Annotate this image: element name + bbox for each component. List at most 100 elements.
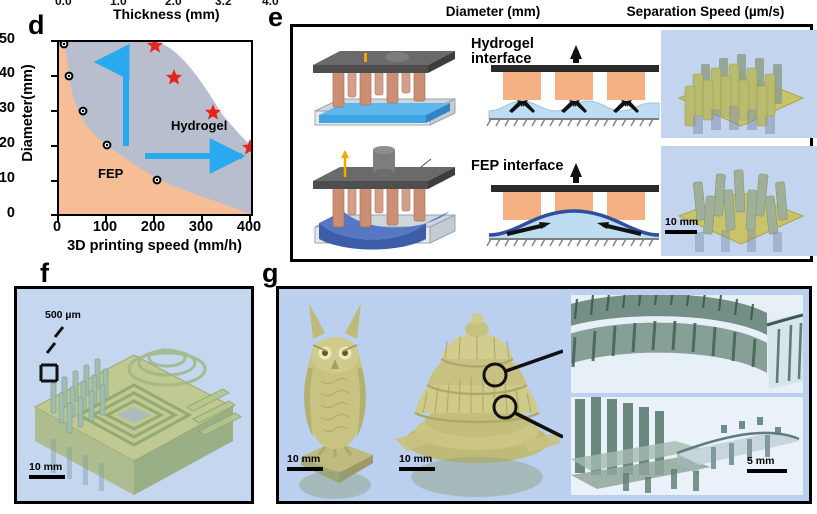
- scalebar-inset: 5 mm: [747, 455, 787, 473]
- inset-eave-closeup: 5 mm: [571, 397, 803, 495]
- photo-microlattice-chip: [17, 289, 251, 501]
- printer-schematic-fep: [313, 146, 456, 250]
- scalebar-label: 5 mm: [747, 455, 775, 467]
- scalebar-owl: 10 mm: [287, 453, 323, 471]
- panel-d-y-axis-label: Diameter(mm): [20, 64, 36, 162]
- callout-leader-upper: [505, 349, 563, 373]
- panel-d-plot-area: FEP Hydrogel: [57, 40, 253, 216]
- clipped-tick-0: 0.0: [55, 0, 72, 6]
- panel-e-row-fep: FEP interface: [293, 143, 817, 259]
- panel-e-header-diameter: Diameter (mm): [445, 4, 541, 19]
- clipped-tick-1: 1.0: [110, 0, 127, 6]
- y-tick-20: 20: [0, 135, 15, 151]
- interface-title-fep: FEP interface: [471, 158, 563, 174]
- panel-e: e Diameter (mm) Separation Speed (µm/s): [268, 0, 817, 268]
- converging-arrows-icon: [509, 100, 639, 113]
- y-tick-0: 0: [6, 205, 15, 221]
- scalebar-fep-photo: 10 mm: [665, 216, 698, 234]
- scalebar-bar: [747, 469, 787, 473]
- x-tickmark: [249, 216, 251, 222]
- panel-d-x-axis-label: 3D printing speed (mm/h): [67, 238, 242, 254]
- y-tick-10: 10: [0, 170, 15, 186]
- panel-e-frame: Hydrogel interface: [290, 24, 817, 262]
- y-tick-30: 30: [0, 100, 15, 116]
- x-tick-300: 300: [188, 219, 214, 235]
- scalebar-label: 10 mm: [29, 461, 63, 473]
- data-point-star: [242, 139, 251, 155]
- panel-d-letter: d: [28, 10, 45, 40]
- y-tickmark: [51, 145, 57, 147]
- panel-f: f: [0, 258, 268, 514]
- photo-hydrogel-pillar-array: [661, 30, 817, 138]
- data-point-star: [166, 69, 182, 85]
- panel-f-photo-frame: 500 µm 10 mm: [14, 286, 254, 504]
- photo-fep-pillar-array: 10 mm: [661, 146, 817, 256]
- series-fep-markers: [59, 42, 162, 185]
- x-tickmark: [105, 216, 107, 222]
- y-tickmark: [51, 110, 57, 112]
- x-tick-100: 100: [92, 219, 118, 235]
- scalebar-bar: [399, 467, 435, 471]
- callout-circle-lower-icon: [492, 394, 518, 420]
- series-fep-marker-dots: [62, 42, 159, 182]
- scalebar-bar: [29, 475, 65, 479]
- panel-g-photo-frame: 10 mm: [276, 286, 812, 504]
- callout-leader-lower: [514, 411, 563, 439]
- panel-g-insets: 5 mm: [563, 289, 809, 501]
- panel-d-top-title: Thickness (mm): [113, 6, 220, 22]
- data-point-star: [205, 104, 221, 120]
- clipped-tick-2: 2.0: [165, 0, 182, 6]
- interface-title-hydrogel-line2: interface: [471, 51, 532, 68]
- series-hydrogel-markers: [147, 42, 251, 155]
- interface-title-hydrogel: Hydrogel interface: [471, 36, 534, 68]
- feature-label-500um: 500 µm: [45, 309, 81, 321]
- x-tickmark: [153, 216, 155, 222]
- y-tickmark: [51, 214, 57, 216]
- y-tickmark: [51, 40, 57, 42]
- scalebar-bar: [287, 467, 323, 471]
- scalebar-panel-f: 10 mm: [29, 461, 65, 479]
- x-tickmark: [201, 216, 203, 222]
- arrow-up-icon: [341, 150, 349, 177]
- panel-g: g: [262, 258, 817, 514]
- clipped-tick-4: 4.0: [262, 0, 279, 6]
- phase-diagram-svg: [59, 42, 251, 214]
- clipped-upper-axis-labels: 0.0 1.0 2.0 3.2 4.0: [0, 0, 280, 6]
- panel-f-letter: f: [40, 258, 49, 288]
- y-tickmark: [51, 75, 57, 77]
- scalebar-temple: 10 mm: [399, 453, 435, 471]
- lateral-arrows-icon: [506, 222, 642, 236]
- y-tickmark: [51, 180, 57, 182]
- printer-schematic-hydrogel: [313, 51, 456, 126]
- scalebar-label: 10 mm: [287, 453, 321, 465]
- y-tick-40: 40: [0, 65, 15, 81]
- clipped-tick-3: 3.2: [215, 0, 232, 6]
- callout-circle-upper-icon: [482, 362, 508, 388]
- x-tick-200: 200: [140, 219, 166, 235]
- y-tick-50: 50: [0, 31, 15, 47]
- inset-dome-closeup: [571, 295, 803, 393]
- x-tick-400: 400: [236, 219, 262, 235]
- interface-schematic-fep: [486, 163, 660, 247]
- panel-g-letter: g: [262, 258, 279, 288]
- scalebar-bar: [665, 230, 697, 234]
- panel-e-letter: e: [268, 2, 284, 32]
- region-label-fep: FEP: [98, 166, 124, 181]
- data-point-star: [147, 42, 163, 53]
- feature-callout-500um: [39, 326, 65, 383]
- region-label-hydrogel: Hydrogel: [171, 118, 228, 133]
- panel-e-row-hydrogel: Hydrogel interface: [293, 27, 817, 143]
- panel-d-data-markers: [59, 42, 251, 185]
- scalebar-label: 10 mm: [399, 453, 433, 465]
- panel-d: d Thickness (mm) F: [0, 0, 272, 258]
- panel-e-header-separation-speed: Separation Speed (µm/s): [626, 4, 785, 19]
- x-tick-0: 0: [52, 219, 62, 235]
- scalebar-label: 10 mm: [665, 216, 699, 228]
- region-fep-fill: [59, 42, 251, 214]
- x-tickmark: [57, 216, 59, 222]
- interface-schematic-hydrogel: [486, 45, 660, 127]
- interface-title-hydrogel-line1: Hydrogel: [471, 36, 534, 52]
- photo-owl-sculpture: 10 mm: [279, 289, 391, 501]
- photo-temple-sculpture: 10 mm: [391, 289, 563, 501]
- panel-d-annotation-arrows: [93, 44, 246, 174]
